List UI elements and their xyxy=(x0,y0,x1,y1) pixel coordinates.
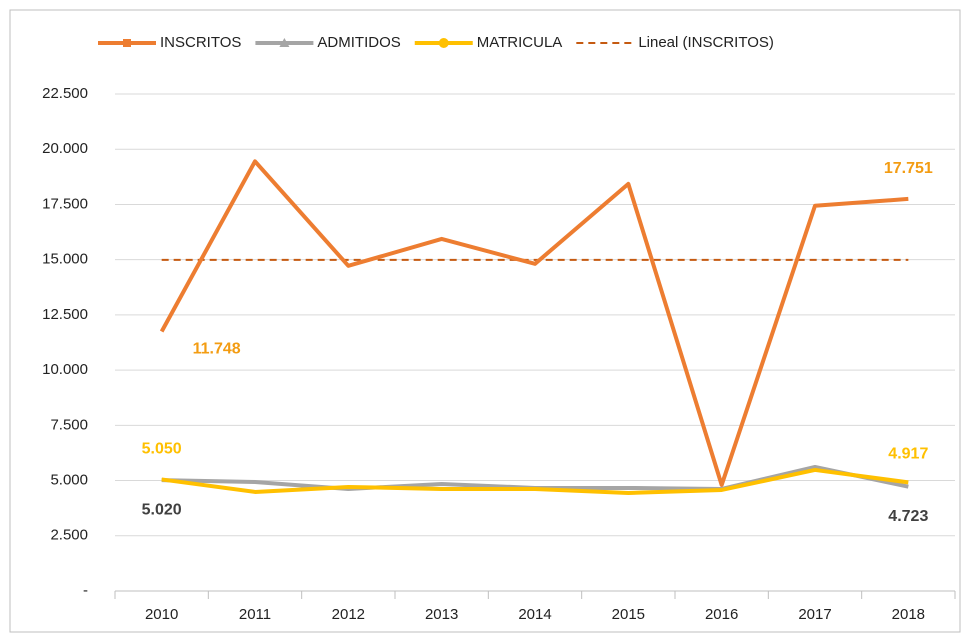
legend-label: ADMITIDOS xyxy=(317,34,400,51)
data-label: 11.748 xyxy=(193,341,241,358)
y-tick-label: 10.000 xyxy=(42,361,88,378)
series-line xyxy=(159,159,909,487)
x-tick-label: 2010 xyxy=(145,606,178,623)
series-line xyxy=(161,467,909,495)
y-tick-label: - xyxy=(83,582,88,599)
x-tick-label: 2018 xyxy=(892,606,925,623)
data-label: 5.020 xyxy=(142,501,182,518)
data-label: 4.723 xyxy=(888,508,928,525)
x-tick-label: 2015 xyxy=(612,606,645,623)
x-tick-label: 2017 xyxy=(798,606,831,623)
x-tick-label: 2013 xyxy=(425,606,458,623)
legend-marker xyxy=(438,38,449,48)
data-label: 17.751 xyxy=(884,160,933,177)
y-tick-label: 5.000 xyxy=(50,472,88,489)
chart-border xyxy=(9,9,961,633)
y-tick-label: 2.500 xyxy=(50,527,88,544)
x-tick-label: 2011 xyxy=(239,606,271,623)
x-tick-label: 2014 xyxy=(518,606,551,623)
y-tick-label: 15.000 xyxy=(42,251,88,268)
x-tick-label: 2012 xyxy=(332,606,365,623)
data-label: 5.050 xyxy=(142,441,182,458)
legend-label: Lineal (INSCRITOS) xyxy=(638,34,774,51)
legend-label: INSCRITOS xyxy=(160,34,241,51)
y-tick-label: 20.000 xyxy=(42,140,88,157)
y-tick-label: 17.500 xyxy=(42,195,88,212)
y-tick-label: 22.500 xyxy=(42,85,88,102)
x-tick-label: 2016 xyxy=(705,606,738,623)
y-tick-label: 7.500 xyxy=(50,416,88,433)
legend-marker xyxy=(279,38,290,47)
legend-label: MATRICULA xyxy=(477,34,563,51)
data-label: 4.917 xyxy=(888,446,928,463)
y-tick-label: 12.500 xyxy=(42,306,88,323)
legend-marker xyxy=(123,39,131,47)
